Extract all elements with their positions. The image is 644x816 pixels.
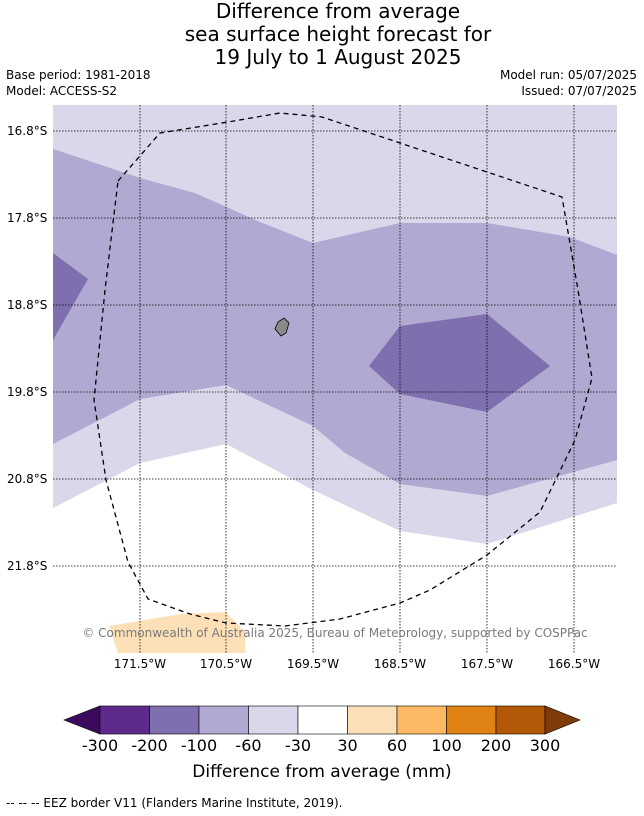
lat-label-2: 17.8°S — [7, 211, 48, 225]
colorbar-segment-2 — [149, 705, 200, 735]
colorbar-tick-7: 60 — [386, 736, 408, 755]
colorbar-segment-9 — [495, 705, 546, 735]
lat-label-1: 16.8°S — [7, 124, 48, 138]
model-name: Model: ACCESS-S2 — [6, 84, 118, 98]
lon-label-4: 168.5°W — [373, 657, 427, 671]
title-line-1: Difference from average — [215, 0, 461, 23]
colorbar-tick-1: -300 — [81, 736, 119, 755]
graticule — [53, 105, 617, 653]
colorbar-tick-4: -60 — [235, 736, 262, 755]
lat-label-6: 21.8°S — [7, 559, 48, 573]
chart-title: Difference from average sea surface heig… — [0, 0, 644, 69]
meta-left: Base period: 1981-2018 Model: ACCESS-S2 — [6, 67, 151, 99]
model-run: Model run: 05/07/2025 — [499, 68, 637, 82]
lat-label-3: 18.8°S — [7, 298, 48, 312]
eez-border — [93, 112, 593, 627]
colorbar-tick-8: 100 — [431, 736, 462, 755]
colorbar-tick-3: -100 — [180, 736, 218, 755]
title-line-3: 19 July to 1 August 2025 — [214, 45, 462, 69]
colorbar-extend-low — [63, 705, 101, 735]
colorbar-tick-6: 30 — [337, 736, 358, 755]
lon-label-5: 167.5°W — [460, 657, 514, 671]
anomaly-region-positive — [109, 612, 245, 653]
colorbar-segment-7 — [396, 705, 447, 735]
lat-label-5: 20.8°S — [7, 472, 48, 486]
title-line-2: sea surface height forecast for — [184, 22, 492, 46]
colorbar-tick-9: 200 — [480, 736, 512, 755]
meta-right: Model run: 05/07/2025 Issued: 07/07/2025 — [500, 67, 637, 99]
colorbar-segment-4 — [248, 705, 299, 735]
lat-label-4: 19.8°S — [7, 385, 48, 399]
anomaly-region-dark-east — [369, 314, 550, 412]
copyright-notice: © Commonwealth of Australia 2025, Bureau… — [82, 626, 588, 640]
colorbar-segment-5 — [297, 705, 348, 735]
colorbar-tick-5: -30 — [284, 736, 312, 755]
issued-date: Issued: 07/07/2025 — [521, 84, 637, 98]
colorbar-extend-high — [544, 705, 581, 735]
colorbar-segment-8 — [446, 705, 497, 735]
lon-label-1: 171.5°W — [113, 657, 167, 671]
map-area — [53, 105, 617, 653]
colorbar-segment-1 — [99, 705, 150, 735]
lon-label-6: 166.5°W — [547, 657, 601, 671]
colorbar-segment-3 — [198, 705, 249, 735]
colorbar-tick-10: 300 — [529, 736, 561, 755]
colorbar-tick-2: -200 — [131, 736, 168, 755]
anomaly-region-dark-west — [53, 253, 88, 340]
base-period: Base period: 1981-2018 — [6, 68, 151, 82]
colorbar-title: Difference from average (mm) — [192, 762, 452, 782]
island-land — [274, 317, 290, 337]
lon-label-3: 169.5°W — [286, 657, 340, 671]
colorbar-segment-6 — [347, 705, 398, 735]
colorbar — [63, 705, 581, 735]
eez-footnote: -- -- -- EEZ border V11 (Flanders Marine… — [6, 796, 343, 810]
lon-label-2: 170.5°W — [199, 657, 253, 671]
